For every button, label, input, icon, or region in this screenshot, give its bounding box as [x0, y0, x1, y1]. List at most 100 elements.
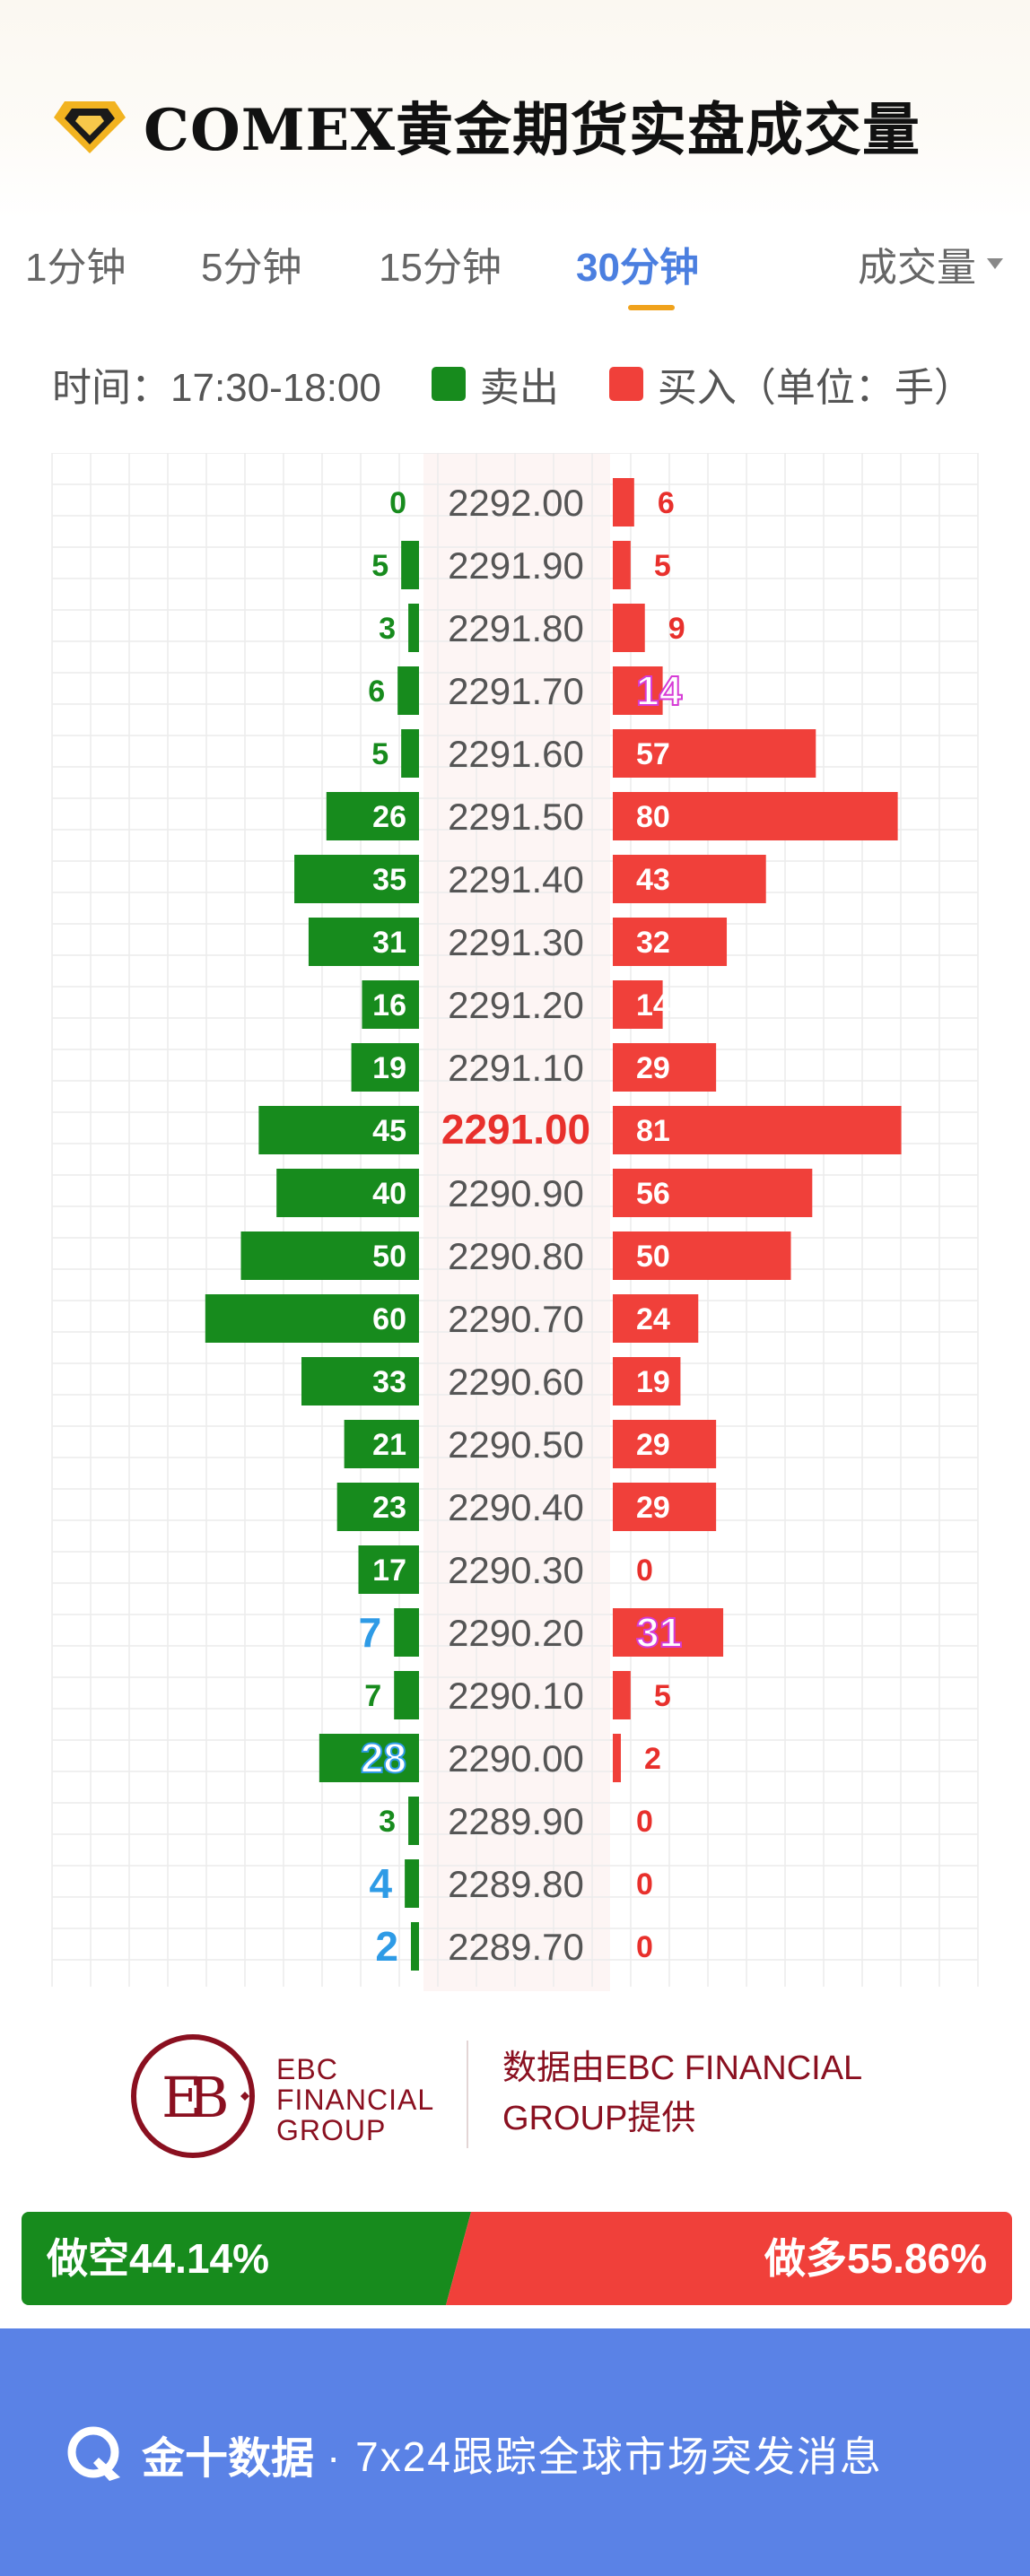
- buy-value-label: 32: [636, 926, 670, 960]
- buy-value-label: 19: [636, 1365, 670, 1399]
- price-label: 2291.50: [448, 796, 584, 838]
- sell-bar: [240, 1231, 419, 1280]
- sell-bar: [408, 604, 419, 652]
- gold-diamond-icon: [54, 101, 126, 153]
- footer-brand: 金十数据: [142, 2435, 315, 2483]
- legend: 时间：17:30-18:00 卖出 买入（单位：手）: [52, 357, 973, 411]
- ebc-wordmark-line3: GROUP: [276, 2114, 387, 2146]
- buy-bar: [613, 1294, 699, 1343]
- caret-down-icon: [987, 258, 1003, 269]
- price-label: 2291.10: [448, 1047, 584, 1089]
- time-range-label: 时间：17:30-18:00: [52, 366, 381, 410]
- buy-value-label: 81: [636, 1114, 670, 1148]
- sell-bar: [394, 1608, 419, 1657]
- buy-value-label: 6: [658, 486, 675, 520]
- jin10-logo-icon: [67, 2426, 120, 2481]
- sell-value-label: 21: [372, 1428, 406, 1462]
- buy-value-label: 24: [636, 1302, 670, 1336]
- tab-1min[interactable]: 1分钟: [25, 246, 127, 290]
- tab-15min[interactable]: 15分钟: [379, 246, 502, 290]
- sell-value-label: 5: [371, 549, 388, 583]
- sell-bar: [326, 792, 419, 840]
- buy-bar: [613, 1231, 791, 1280]
- buy-value-label: 14: [636, 988, 670, 1023]
- buy-value-label: 56: [636, 1177, 670, 1211]
- buy-swatch: [608, 367, 643, 401]
- long-short-ratio-bar: 做空44.14% 做多55.86%: [22, 2212, 1012, 2305]
- buy-value-label: 0: [636, 1867, 653, 1902]
- buy-value-label: 0: [636, 1553, 653, 1588]
- sell-bar: [394, 1671, 419, 1719]
- buy-value-label: 80: [636, 800, 670, 834]
- sell-value-label: 45: [372, 1114, 406, 1148]
- sell-bar: [405, 1859, 419, 1908]
- price-label: 2291.40: [448, 858, 584, 901]
- buy-bar: [613, 855, 766, 903]
- ebc-logo-icon: E B: [131, 2034, 255, 2158]
- sell-value-label: 40: [372, 1177, 406, 1211]
- sell-value-label: 3: [379, 1805, 396, 1839]
- page-title: COMEX黄金期货实盘成交量: [144, 97, 921, 164]
- buy-bar: [613, 541, 631, 589]
- provider-text: 数据由EBC FINANCIAL GROUP提供: [502, 2049, 861, 2137]
- sell-bar: [397, 666, 419, 715]
- price-label: 2291.20: [448, 984, 584, 1026]
- sell-value-label: 35: [372, 863, 406, 897]
- price-label: 2290.80: [448, 1235, 584, 1277]
- sell-value-label: 50: [372, 1240, 406, 1274]
- price-label: 2290.60: [448, 1361, 584, 1403]
- tab-5min[interactable]: 5分钟: [201, 246, 302, 290]
- buy-value-label: 5: [654, 549, 671, 583]
- sell-value-label: 3: [379, 612, 396, 646]
- sell-value-label: 4: [370, 1860, 393, 1907]
- sell-value-label: 19: [372, 1051, 406, 1085]
- sell-bar: [336, 1483, 419, 1531]
- buy-bar: [613, 1734, 621, 1782]
- tab-30min[interactable]: 30分钟: [576, 246, 699, 290]
- buy-bar: [613, 1106, 902, 1154]
- price-column-background: [423, 453, 610, 1991]
- sell-value-label: 17: [372, 1553, 406, 1588]
- footer-slogan: · 7x24跟踪全球市场突发消息: [327, 2433, 883, 2480]
- buy-value-label: 29: [636, 1428, 670, 1462]
- sell-value-label: 60: [372, 1302, 406, 1336]
- price-label: 2291.30: [448, 921, 584, 963]
- sell-bar: [358, 1545, 419, 1594]
- price-label: 2289.90: [448, 1800, 584, 1842]
- buy-bar: [613, 1671, 631, 1719]
- buy-bar: [613, 980, 663, 1029]
- price-label: 2290.50: [448, 1423, 584, 1466]
- short-ratio-segment: [22, 2212, 471, 2305]
- sell-bar: [351, 1043, 419, 1092]
- sell-bar: [205, 1294, 419, 1343]
- svg-text:B: B: [188, 2065, 230, 2130]
- sell-value-label: 6: [368, 674, 385, 709]
- sell-bar: [344, 1420, 419, 1468]
- sell-bar: [408, 1797, 419, 1845]
- active-tab-indicator: [628, 305, 675, 310]
- sell-value-label: 5: [371, 737, 388, 771]
- provider-divider: [467, 2041, 468, 2148]
- price-label: 2292.00: [448, 482, 584, 524]
- price-label: 2291.80: [448, 607, 584, 649]
- price-label: 2290.20: [448, 1612, 584, 1654]
- timeframe-tabs: 1分钟 5分钟 15分钟 30分钟 成交量: [0, 235, 1030, 325]
- ebc-wordmark-line1: EBC: [276, 2053, 338, 2085]
- price-label: 2291.90: [448, 544, 584, 587]
- price-label: 2290.30: [448, 1549, 584, 1591]
- buy-bar: [613, 1043, 717, 1092]
- sell-value-label: 33: [372, 1365, 406, 1399]
- buy-bar: [613, 729, 816, 778]
- buy-value-label: 2: [644, 1742, 661, 1776]
- sell-bar: [301, 1357, 419, 1405]
- sell-value-label: 7: [364, 1679, 381, 1713]
- buy-value-label: 57: [636, 737, 670, 771]
- buy-bar: [613, 478, 634, 527]
- buy-value-label: 14: [636, 667, 683, 714]
- sell-value-label: 28: [361, 1735, 406, 1781]
- buy-bar: [613, 792, 898, 840]
- volume-dropdown[interactable]: 成交量: [858, 235, 1003, 292]
- sell-legend-label: 卖出: [479, 366, 559, 410]
- sell-bar: [401, 541, 419, 589]
- buy-value-label: 9: [668, 612, 685, 646]
